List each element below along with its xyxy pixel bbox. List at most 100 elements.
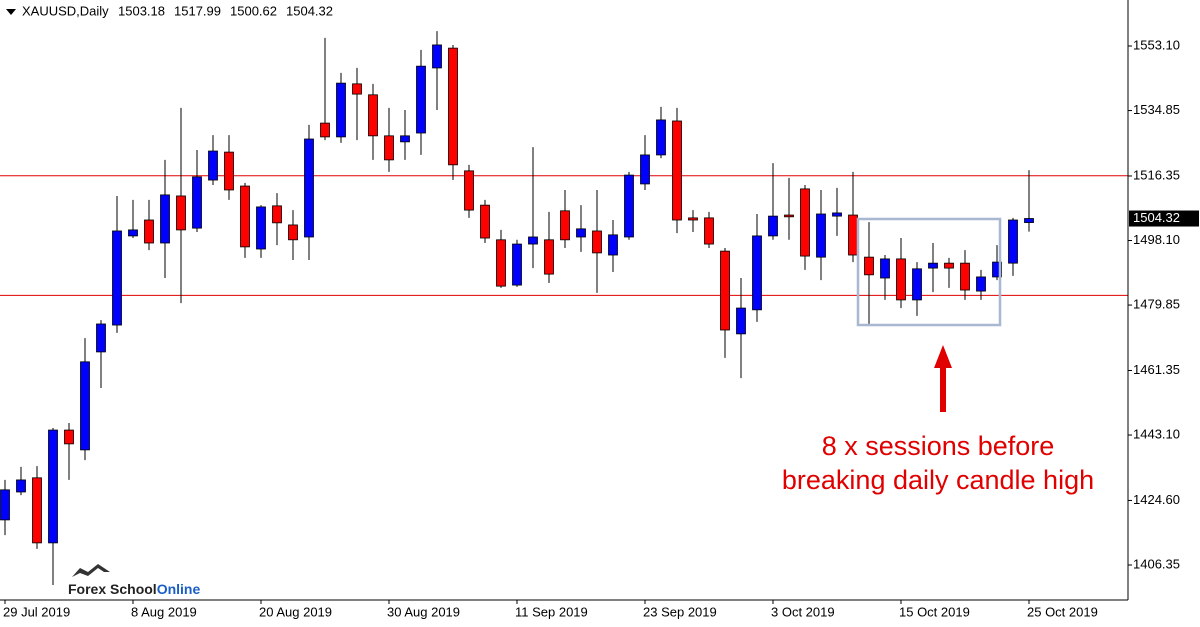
x-tick-label: 30 Aug 2019 <box>387 604 460 619</box>
candle-body <box>848 214 858 256</box>
candle-body <box>224 151 234 191</box>
candle-body <box>864 256 874 276</box>
candle-body <box>320 122 330 138</box>
candle-body <box>608 234 618 256</box>
candle-body <box>768 215 778 237</box>
candle-body <box>0 489 10 521</box>
candle-body <box>640 154 650 185</box>
candle-body <box>672 120 682 221</box>
candle-body <box>592 230 602 254</box>
logo-part: Online <box>157 581 201 597</box>
arrow <box>934 345 952 412</box>
candle-body <box>176 195 186 231</box>
candle-body <box>960 262 970 291</box>
candle-body <box>368 94 378 137</box>
candle-body <box>544 239 554 275</box>
logo-text: Forex SchoolOnline <box>68 581 200 597</box>
candle-body <box>160 194 170 244</box>
x-tick-label: 29 Jul 2019 <box>3 604 70 619</box>
candle-body <box>656 119 666 156</box>
plot-area <box>0 31 1128 585</box>
logo-part: Forex School <box>68 581 157 597</box>
x-tick-label: 3 Oct 2019 <box>771 604 835 619</box>
candle-body <box>832 212 842 217</box>
y-tick-label: 1461.35 <box>1133 362 1180 377</box>
candle-body <box>240 185 250 248</box>
candle-body <box>112 230 122 326</box>
candle-body <box>704 217 714 245</box>
y-tick-label: 1553.10 <box>1133 37 1180 52</box>
candle-body <box>720 250 730 331</box>
candle-body <box>16 479 26 493</box>
candle-body <box>688 217 698 221</box>
x-tick-label: 15 Oct 2019 <box>899 604 970 619</box>
candle-body <box>400 135 410 143</box>
y-tick-label: 1516.35 <box>1133 167 1180 182</box>
candle-body <box>896 258 906 301</box>
candle-body <box>944 262 954 269</box>
candle-body <box>208 150 218 181</box>
price-tag <box>1129 210 1199 227</box>
candle-body <box>512 243 522 286</box>
candle-body <box>784 214 794 218</box>
candle-body <box>528 236 538 245</box>
x-tick-label: 23 Sep 2019 <box>643 604 717 619</box>
x-tick-label: 25 Oct 2019 <box>1027 604 1098 619</box>
candle-body <box>1008 219 1018 264</box>
header-arrow <box>6 9 16 15</box>
candle-body <box>352 83 362 95</box>
y-tick-label: 1443.10 <box>1133 426 1180 441</box>
y-tick-label: 1406.35 <box>1133 556 1180 571</box>
candle-body <box>752 235 762 311</box>
candle-body <box>48 429 58 544</box>
candle-body <box>448 47 458 166</box>
candle-body <box>336 82 346 138</box>
consolidation-box <box>856 217 1002 327</box>
candle-body <box>800 188 810 257</box>
candle-body <box>432 44 442 69</box>
x-tick-label: 11 Sep 2019 <box>515 604 588 619</box>
y-tick-label: 1479.85 <box>1133 296 1180 311</box>
header-ohlc: 1500.62 <box>230 3 277 18</box>
header-symbol: XAUUSD,Daily <box>22 3 109 18</box>
candle-body <box>880 258 890 279</box>
candle-body <box>736 307 746 335</box>
candle-body <box>96 323 106 353</box>
candle-body <box>304 138 314 238</box>
candle-body <box>928 262 938 269</box>
candle-body <box>560 210 570 241</box>
candle-body <box>128 229 138 237</box>
x-tick-label: 20 Aug 2019 <box>259 604 332 619</box>
annotation: 8 x sessions before <box>822 431 1055 461</box>
candle-body <box>288 224 298 241</box>
candle-body <box>256 206 266 250</box>
logo-icon <box>72 564 110 577</box>
candle-body <box>192 176 202 229</box>
candle-body <box>272 205 282 224</box>
candle-body <box>496 239 506 287</box>
candle-body <box>576 228 586 238</box>
y-tick-label: 1498.10 <box>1133 232 1180 247</box>
header-ohlc: 1517.99 <box>174 3 221 18</box>
candle-body <box>144 219 154 244</box>
candle-body <box>32 477 42 544</box>
candle-body <box>64 429 74 445</box>
annotation: breaking daily candle high <box>782 465 1094 495</box>
candle-body <box>1024 218 1034 223</box>
candle-body <box>624 174 634 238</box>
candle-body <box>816 213 826 258</box>
candle-body <box>416 65 426 134</box>
y-tick-label: 1534.85 <box>1133 102 1180 117</box>
candle-body <box>480 204 490 239</box>
candle-body <box>976 276 986 292</box>
candle-body <box>992 261 1002 278</box>
header-ohlc: 1504.32 <box>286 3 333 18</box>
logo: Forex SchoolOnline <box>68 564 200 597</box>
header-ohlc: 1503.18 <box>118 3 165 18</box>
candle-body <box>912 268 922 301</box>
candle-body <box>464 170 474 211</box>
x-tick-label: 8 Aug 2019 <box>131 604 197 619</box>
y-tick-label: 1424.60 <box>1133 492 1180 507</box>
